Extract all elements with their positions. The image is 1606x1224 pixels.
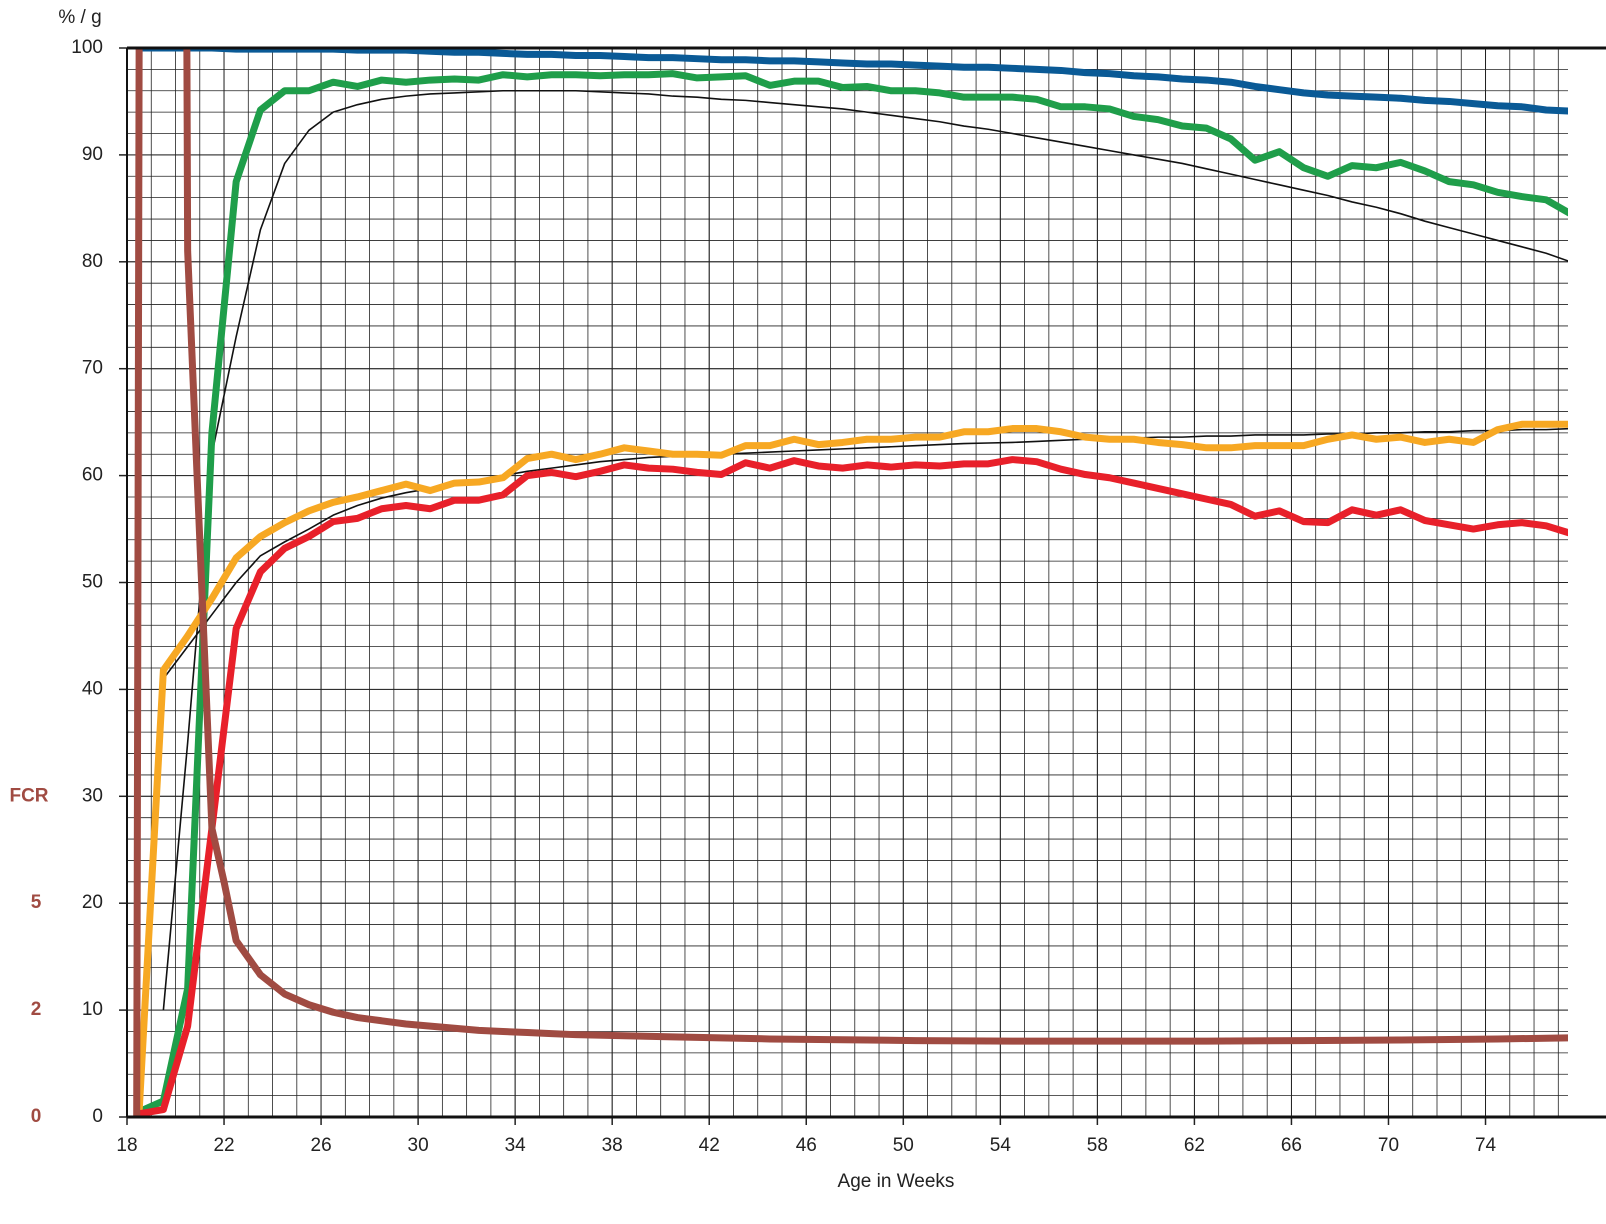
y2-tick-label: 2 xyxy=(31,999,42,1020)
x-tick-label: 18 xyxy=(116,1135,137,1156)
x-tick-label: 58 xyxy=(1087,1135,1108,1156)
x-tick-label: 38 xyxy=(602,1135,623,1156)
x-tick-label: 66 xyxy=(1281,1135,1302,1156)
y-tick-label: 10 xyxy=(82,999,103,1020)
x-tick-label: 50 xyxy=(893,1135,914,1156)
y2-tick-label: 0 xyxy=(31,1106,42,1127)
axes: 18 22 26 30 34 38 42 46 50 54 58 62 66 70 740102030405… xyxy=(9,37,1606,1156)
y-tick-label: 20 xyxy=(82,892,103,913)
y-tick-label: 100 xyxy=(71,37,103,58)
x-tick-label: 34 xyxy=(505,1135,527,1156)
data-line xyxy=(162,89,1568,1011)
y2-axis-label: FCR xyxy=(9,785,48,806)
x-tick-label: 22 xyxy=(213,1135,234,1156)
x-tick-label: 30 xyxy=(408,1135,429,1156)
y-tick-label: 30 xyxy=(82,785,103,806)
grid xyxy=(126,47,1568,1118)
y-tick-label: 50 xyxy=(82,572,103,593)
y-tick-label: 80 xyxy=(82,251,103,272)
x-axis-label: Age in Weeks xyxy=(838,1171,955,1192)
data-line xyxy=(135,420,1568,1112)
y-tick-label: 60 xyxy=(82,465,103,486)
x-tick-label: 54 xyxy=(990,1135,1012,1156)
plot-area xyxy=(133,48,1568,1117)
x-tick-label: 26 xyxy=(311,1135,332,1156)
data-line xyxy=(133,48,1568,1117)
x-tick-label: 70 xyxy=(1378,1135,1399,1156)
y2-tick-label: 5 xyxy=(31,892,42,913)
x-tick-label: 46 xyxy=(796,1135,817,1156)
x-tick-label: 74 xyxy=(1475,1135,1497,1156)
x-tick-label: 62 xyxy=(1184,1135,1205,1156)
y-tick-label: 40 xyxy=(82,678,103,699)
data-line xyxy=(162,427,1568,680)
y-tick-label: 90 xyxy=(82,144,103,165)
data-line xyxy=(138,456,1568,1117)
data-line xyxy=(137,70,1568,1115)
y-tick-label: 0 xyxy=(92,1106,103,1127)
x-tick-label: 42 xyxy=(699,1135,720,1156)
y-axis-label: % / g xyxy=(58,7,101,28)
data-line xyxy=(139,48,1568,115)
y-tick-label: 70 xyxy=(82,358,103,379)
